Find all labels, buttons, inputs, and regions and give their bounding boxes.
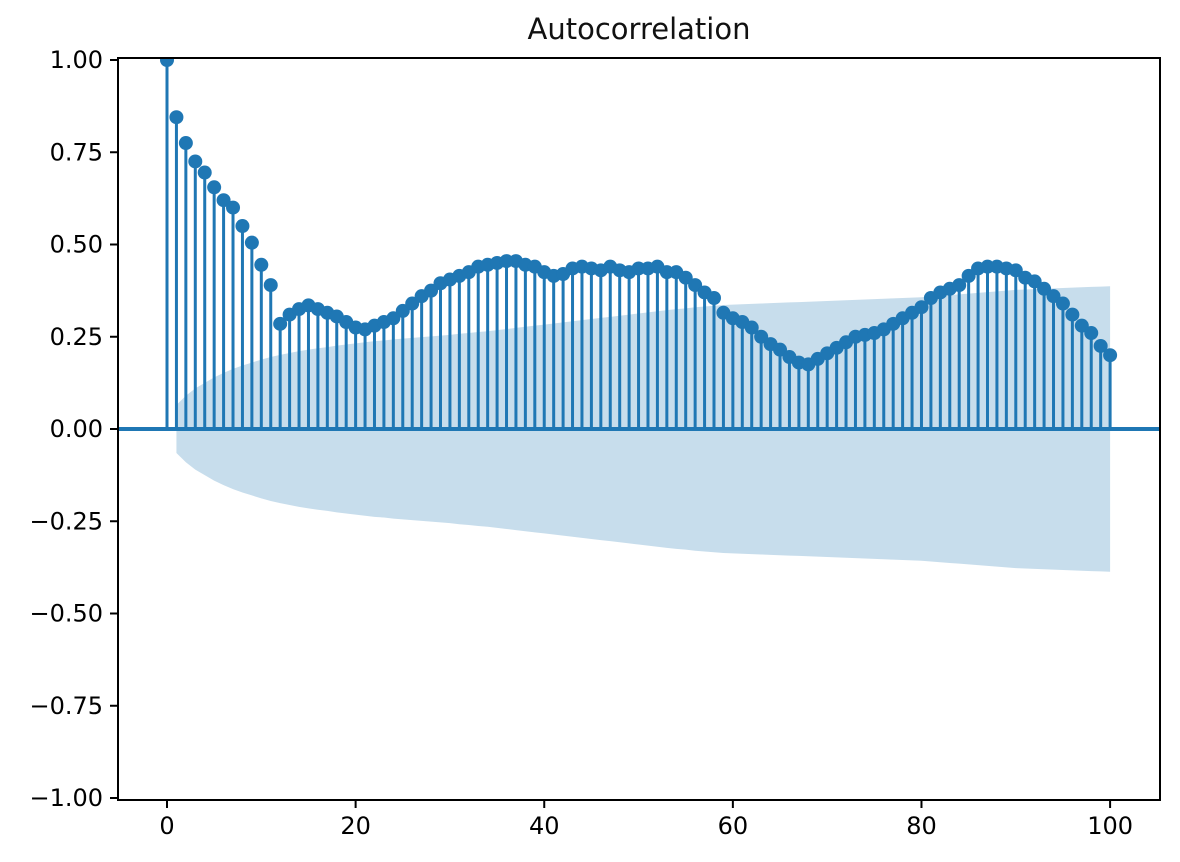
- marker-lag-2: [178, 136, 193, 151]
- marker-lag-95: [1055, 296, 1070, 311]
- stems-group: [165, 60, 1112, 429]
- marker-lag-92: [1027, 274, 1042, 289]
- y-tick-label: 0.00: [50, 415, 103, 443]
- marker-lag-98: [1084, 326, 1099, 341]
- y-tick-label: 0.75: [50, 138, 103, 166]
- marker-lag-90: [1008, 263, 1023, 278]
- marker-lag-24: [386, 311, 401, 326]
- marker-lag-9: [244, 235, 259, 250]
- x-tick-label: 60: [718, 812, 749, 840]
- y-axis: 1.00 0.75 0.50 0.25 0.00 −0.25 −0.50 −0.75 −1.00: [29, 46, 118, 812]
- marker-lag-85: [961, 268, 976, 283]
- x-tick-label: 0: [159, 812, 174, 840]
- y-tick-label: −1.00: [29, 784, 103, 812]
- marker-lag-96: [1065, 307, 1080, 322]
- y-tick-label: −0.25: [29, 507, 103, 535]
- x-tick-label: 100: [1087, 812, 1133, 840]
- marker-lag-6: [216, 193, 231, 208]
- marker-lag-65: [773, 342, 788, 357]
- marker-lag-62: [744, 320, 759, 335]
- y-tick-label: −0.75: [29, 692, 103, 720]
- marker-lag-80: [914, 300, 929, 315]
- marker-lag-8: [235, 219, 250, 234]
- marker-lag-56: [688, 278, 703, 293]
- marker-lag-3: [188, 154, 203, 169]
- x-tick-label: 40: [529, 812, 560, 840]
- marker-lag-63: [754, 329, 769, 344]
- marker-lag-58: [706, 291, 721, 306]
- x-axis: 0 20 40 60 80 100: [159, 800, 1133, 840]
- marker-lag-25: [395, 303, 410, 318]
- chart-title: Autocorrelation: [527, 12, 751, 46]
- marker-lag-97: [1074, 318, 1089, 333]
- marker-lag-7: [226, 200, 241, 215]
- marker-lag-0: [160, 58, 174, 67]
- marker-lag-5: [207, 180, 222, 195]
- y-tick-label: 1.00: [50, 46, 103, 74]
- marker-lag-4: [197, 165, 212, 180]
- marker-lag-99: [1093, 338, 1108, 353]
- marker-lag-100: [1103, 348, 1118, 363]
- marker-lag-93: [1037, 281, 1052, 296]
- marker-lag-94: [1046, 289, 1061, 304]
- x-tick-label: 80: [906, 812, 937, 840]
- y-tick-label: −0.50: [29, 600, 103, 628]
- marker-lag-28: [424, 283, 439, 298]
- marker-lag-1: [169, 110, 184, 125]
- y-tick-label: 0.50: [50, 231, 103, 259]
- markers-group: [160, 58, 1118, 372]
- marker-lag-11: [263, 278, 278, 293]
- marker-lag-55: [678, 270, 693, 285]
- marker-lag-26: [405, 296, 420, 311]
- y-tick-label: 0.25: [50, 323, 103, 351]
- marker-lag-10: [254, 257, 269, 272]
- marker-lag-12: [273, 316, 288, 331]
- marker-lag-84: [952, 278, 967, 293]
- x-tick-label: 20: [340, 812, 371, 840]
